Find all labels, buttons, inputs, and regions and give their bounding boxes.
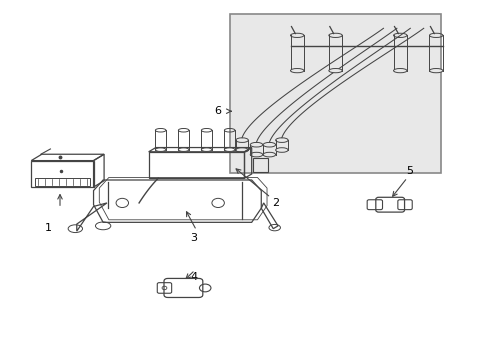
Text: 3: 3 [190,233,197,243]
Ellipse shape [235,148,248,152]
Bar [35,178,89,186]
Ellipse shape [275,148,287,152]
Ellipse shape [290,68,304,73]
Text: 6: 6 [214,106,221,116]
Ellipse shape [250,152,262,157]
Text: 1: 1 [44,222,51,233]
Ellipse shape [393,68,406,73]
Text: 4: 4 [190,272,197,282]
Bar [31,161,93,187]
Bar [253,158,267,172]
Bar [230,14,440,173]
Ellipse shape [155,148,165,152]
Text: 5: 5 [406,166,412,176]
Ellipse shape [263,152,275,157]
Ellipse shape [428,68,442,73]
Ellipse shape [201,148,211,152]
Text: 2: 2 [271,198,279,208]
Ellipse shape [328,68,342,73]
Ellipse shape [224,148,234,152]
Ellipse shape [178,148,188,152]
Bar [148,152,244,178]
